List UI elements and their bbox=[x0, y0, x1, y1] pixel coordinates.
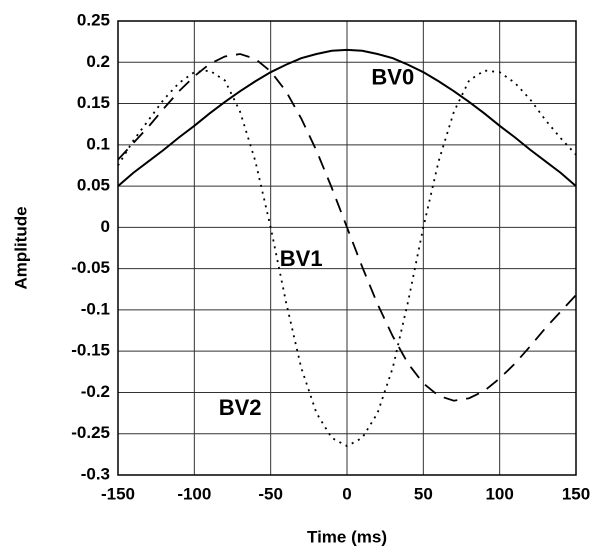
x-tick-label: -150 bbox=[101, 484, 135, 503]
y-tick-label: 0.05 bbox=[77, 176, 110, 195]
y-tick-label: -0.1 bbox=[81, 299, 110, 318]
series-line bbox=[117, 48, 577, 187]
x-tick-label: -50 bbox=[258, 484, 283, 503]
series-label: BV2 bbox=[219, 395, 262, 420]
x-axis-label: Time (ms) bbox=[307, 527, 387, 546]
x-tick-label: 50 bbox=[414, 484, 433, 503]
y-tick-label: 0.25 bbox=[77, 10, 110, 29]
series-label: BV1 bbox=[280, 246, 323, 271]
y-tick-label: 0.15 bbox=[77, 93, 110, 112]
y-axis-label: Amplitude bbox=[11, 206, 30, 289]
series-line bbox=[117, 69, 577, 448]
y-tick-label: -0.05 bbox=[71, 258, 110, 277]
y-tick-label: -0.15 bbox=[71, 341, 110, 360]
y-tick-label: -0.25 bbox=[71, 423, 110, 442]
x-tick-label: 100 bbox=[485, 484, 513, 503]
x-tick-label: 150 bbox=[562, 484, 590, 503]
series-line bbox=[117, 53, 577, 402]
y-tick-label: -0.2 bbox=[81, 382, 110, 401]
y-tick-label: 0.1 bbox=[86, 134, 110, 153]
y-tick-label: 0 bbox=[101, 217, 110, 236]
x-tick-label: -100 bbox=[177, 484, 211, 503]
y-tick-label: -0.3 bbox=[81, 464, 110, 483]
y-tick-label: 0.2 bbox=[86, 52, 110, 71]
plot-frame bbox=[117, 20, 577, 476]
series-label: BV0 bbox=[371, 65, 414, 90]
x-tick-label: 0 bbox=[342, 484, 351, 503]
